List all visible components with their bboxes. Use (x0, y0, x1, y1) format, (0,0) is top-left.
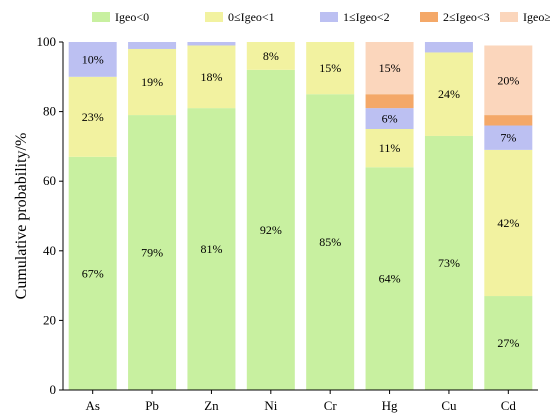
bar-pb-series-1 (128, 48, 177, 116)
data-label-hg-series-4: 15% (379, 61, 401, 75)
data-label-cd-series-2: 7% (500, 131, 516, 145)
y-tick-label-80: 80 (43, 104, 56, 119)
bar-cd-series-4 (484, 45, 533, 116)
data-label-hg-series-1: 11% (379, 141, 401, 155)
data-label-cd-series-1: 42% (497, 216, 519, 230)
data-label-pb-series-1: 19% (141, 75, 163, 89)
x-tick-label-hg: Hg (382, 398, 398, 413)
data-label-zn-series-0: 81% (200, 242, 222, 256)
bar-cd-series-3 (484, 115, 533, 126)
x-tick-label-pb: Pb (145, 398, 159, 413)
data-label-as-series-1: 23% (82, 110, 104, 124)
bar-ni-series-1 (246, 42, 295, 70)
bar-hg-series-1 (365, 129, 414, 168)
bar-cu-series-1 (424, 52, 473, 136)
data-label-pb-series-0: 79% (141, 246, 163, 260)
bars (68, 42, 533, 391)
y-tick-label-60: 60 (43, 173, 56, 188)
bar-as-series-0 (68, 156, 117, 390)
y-tick-label-40: 40 (43, 243, 56, 258)
y-axis-label: Cumulative probability/% (13, 133, 30, 300)
legend-label-0: Igeo<0 (115, 10, 149, 24)
x-tick-label-cd: Cd (501, 398, 517, 413)
legend-label-4: Igeo≥3 (523, 10, 550, 24)
bar-as-series-2 (68, 42, 117, 77)
data-labels: 67% 23% 10% 79% 19% 81% 18% 92% 8% 85% 15% 64% 11% 6%… (82, 49, 520, 350)
bar-hg-series-3 (365, 94, 414, 109)
x-tick-label-ni: Ni (264, 398, 277, 413)
legend: Igeo<0 0≤Igeo<1 1≤Igeo<2 2≤Igeo<3 Igeo≥3 (92, 10, 550, 24)
bar-zn-series-2 (187, 42, 236, 46)
x-tick-label-cr: Cr (324, 398, 338, 413)
y-tick-label-20: 20 (43, 312, 56, 327)
legend-swatch-4 (500, 12, 518, 22)
data-label-cu-series-0: 73% (438, 256, 460, 270)
legend-swatch-2 (320, 12, 338, 22)
data-label-ni-series-1: 8% (263, 49, 279, 63)
data-label-cr-series-1: 15% (319, 61, 341, 75)
bar-hg-series-0 (365, 167, 414, 390)
data-label-cu-series-1: 24% (438, 87, 460, 101)
bar-cu-series-0 (424, 135, 473, 390)
bar-ni-series-0 (246, 69, 295, 390)
bar-cr-series-1 (306, 42, 355, 95)
legend-swatch-3 (420, 12, 438, 22)
data-label-cd-series-0: 27% (497, 336, 519, 350)
data-label-hg-series-2: 6% (382, 112, 398, 126)
data-label-zn-series-1: 18% (200, 70, 222, 84)
legend-label-3: 2≤Igeo<3 (443, 10, 490, 24)
x-tick-label-cu: Cu (441, 398, 457, 413)
bar-cd-series-1 (484, 149, 533, 297)
data-label-as-series-0: 67% (82, 266, 104, 280)
y-tick-label-100: 100 (37, 34, 57, 49)
legend-label-2: 1≤Igeo<2 (343, 10, 390, 24)
bar-zn-series-0 (187, 108, 236, 391)
x-tick-label-as: As (85, 398, 99, 413)
bar-cu-series-2 (424, 42, 473, 53)
data-label-ni-series-0: 92% (260, 223, 282, 237)
bar-hg-series-2 (365, 108, 414, 129)
bar-cd-series-2 (484, 125, 533, 150)
bar-cd-series-0 (484, 296, 533, 390)
bar-pb-series-2 (128, 42, 177, 49)
x-tick-label-zn: Zn (204, 398, 219, 413)
y-tick-label-0: 0 (50, 382, 57, 397)
bar-hg-series-4 (365, 42, 414, 95)
axes: As Pb Zn Ni Cr Hg Cu Cd 0 20 40 60 80 100 (37, 34, 538, 413)
data-label-cr-series-0: 85% (319, 235, 341, 249)
bar-as-series-1 (68, 76, 117, 157)
data-label-hg-series-0: 64% (379, 272, 401, 286)
bar-zn-series-1 (187, 45, 236, 109)
legend-swatch-1 (205, 12, 223, 22)
legend-swatch-0 (92, 12, 110, 22)
data-label-as-series-2: 10% (82, 52, 104, 66)
legend-label-1: 0≤Igeo<1 (228, 10, 275, 24)
bar-pb-series-0 (128, 115, 177, 390)
bar-cr-series-0 (306, 94, 355, 390)
data-label-cd-series-4: 20% (497, 73, 519, 87)
